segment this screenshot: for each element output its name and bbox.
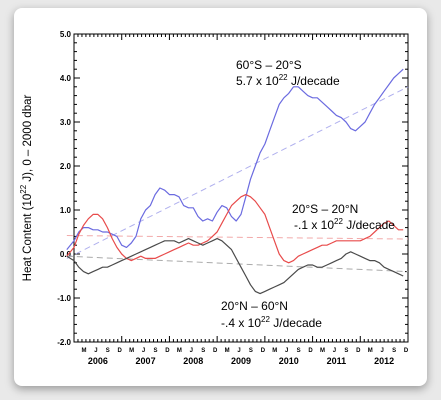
x-month-label: J [94,348,97,354]
x-month-label: D [261,348,266,354]
x-month-label: M [272,348,277,354]
x-year-label: 2008 [183,356,203,366]
x-month-label: J [237,348,240,354]
trend-line [66,86,409,259]
x-year-label: 2007 [136,356,156,366]
x-month-label: M [129,348,134,354]
y-tick-label: -1.0 [57,294,71,303]
annotation-20n-60n-title: 20°N – 60°N [221,299,288,313]
annotation-60s-20s-rate: 5.7 x 1022 J/decade [236,73,340,88]
trend-lines [66,86,409,273]
y-tick-label: -2.0 [57,338,71,347]
y-tick-label: 4.0 [60,74,72,83]
x-month-label: S [154,348,158,354]
x-month-label: M [81,348,86,354]
annotation-20s-20n-title: 20°S – 20°N [292,202,358,216]
x-month-label: D [308,348,313,354]
x-month-label: J [285,348,288,354]
x-month-label: S [297,348,301,354]
annotation-20n-60n-rate: -.4 x 1022 J/decade [221,315,322,330]
series-line [66,194,404,264]
x-month-label: M [320,348,325,354]
annotation-20s-20n-rate: -.1 x 1022 J/decade [294,217,395,232]
x-month-label: S [344,348,348,354]
x-month-label: S [392,348,396,354]
x-month-label: M [368,348,373,354]
x-month-label: J [333,348,336,354]
x-year-label: 2012 [374,356,394,366]
x-year-label: 2009 [231,356,251,366]
trend-line [66,255,409,273]
x-month-label: M [177,348,182,354]
series-line [66,238,404,295]
x-month-label: M [225,348,230,354]
y-tick-label: 0.0 [60,250,72,259]
y-tick-label: 5.0 [60,30,72,39]
x-month-label: D [213,348,218,354]
y-tick-label: 3.0 [60,118,72,127]
series-line [66,68,404,250]
x-month-label: S [201,348,205,354]
x-month-label: D [165,348,170,354]
x-month-label: S [249,348,253,354]
x-year-label: 2010 [279,356,299,366]
x-month-label: D [404,348,409,354]
y-axis-label: Heat Content (1022 J), 0 – 2000 dbar [19,95,34,282]
annotation-60s-20s-title: 60°S – 20°S [236,58,302,72]
trend-line [66,235,409,240]
x-month-label: D [356,348,361,354]
x-month-label: J [190,348,193,354]
x-month-label: D [118,348,123,354]
x-year-label: 2011 [327,356,347,366]
chart-card [14,8,427,386]
x-month-label: J [380,348,383,354]
x-month-label: S [106,348,110,354]
data-series [66,68,404,295]
y-tick-label: 1.0 [60,206,72,215]
x-month-label: J [142,348,145,354]
x-year-label: 2006 [88,356,108,366]
y-tick-label: 2.0 [60,162,72,171]
